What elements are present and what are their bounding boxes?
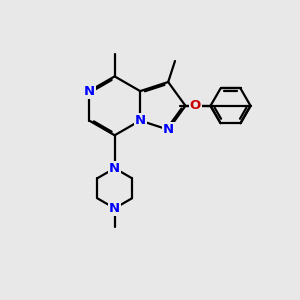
Text: N: N: [135, 114, 146, 127]
Text: N: N: [109, 162, 120, 175]
Text: O: O: [190, 99, 201, 112]
Text: N: N: [163, 123, 174, 136]
Text: N: N: [84, 85, 95, 98]
Text: N: N: [109, 202, 120, 215]
